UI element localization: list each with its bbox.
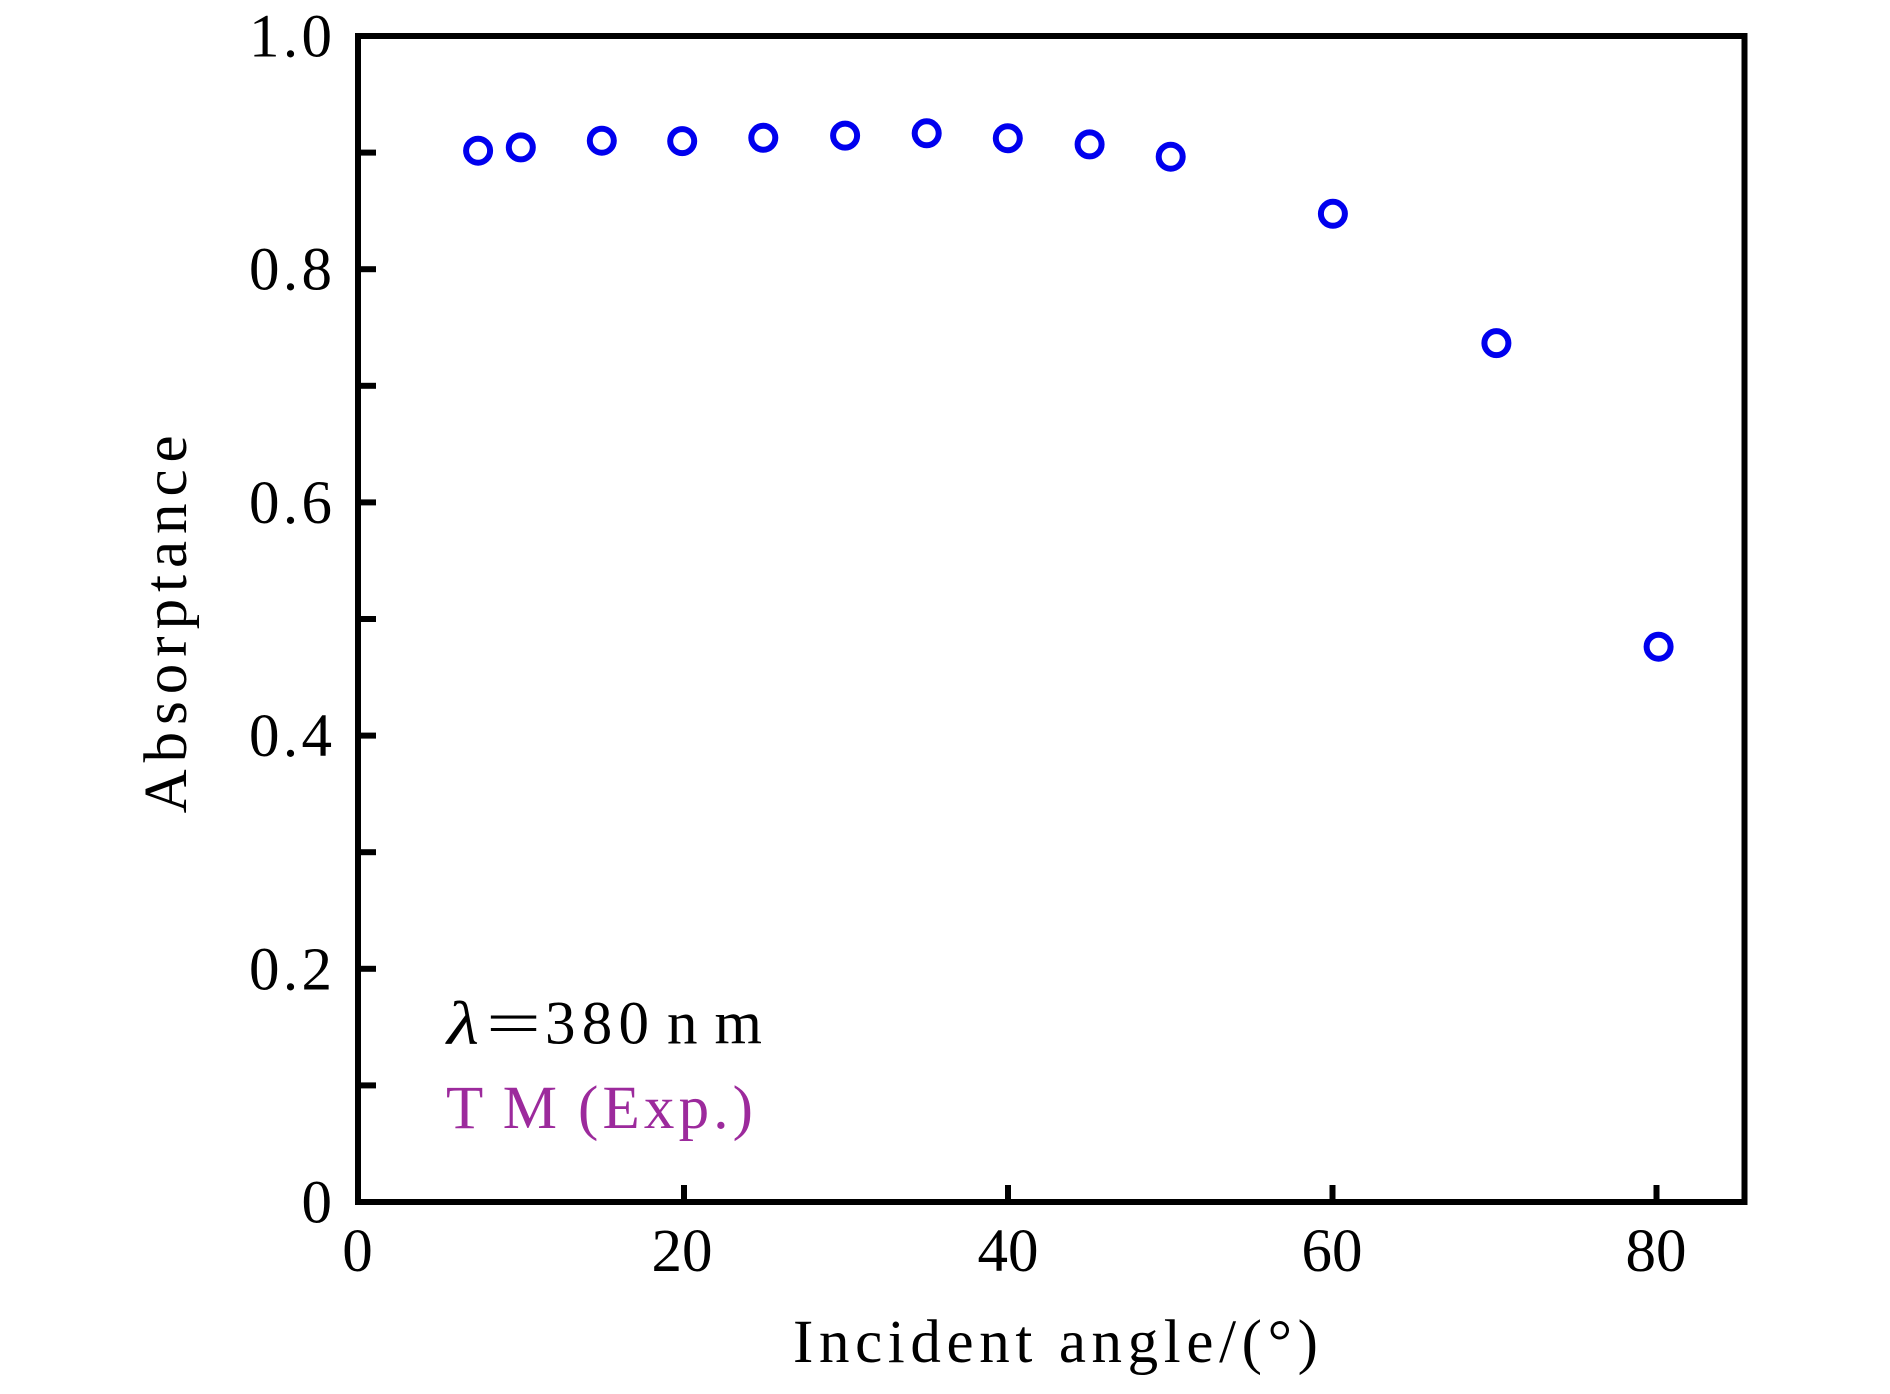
svg-text:0.2: 0.2 xyxy=(249,936,332,1003)
svg-text:1.0: 1.0 xyxy=(249,4,332,71)
svg-text:(Exp.): (Exp.) xyxy=(578,1075,753,1142)
svg-text:nm: nm xyxy=(667,991,762,1058)
svg-text:60: 60 xyxy=(1302,1218,1363,1285)
svg-text:0: 0 xyxy=(302,1170,333,1237)
svg-text:0.6: 0.6 xyxy=(249,470,332,537)
svg-text:Absorptance: Absorptance xyxy=(133,435,200,813)
svg-text:20: 20 xyxy=(652,1218,713,1285)
svg-text:0.8: 0.8 xyxy=(249,237,332,304)
svg-text:0.4: 0.4 xyxy=(249,703,332,770)
svg-text:λ: λ xyxy=(445,991,479,1058)
svg-text:0: 0 xyxy=(342,1218,373,1285)
svg-text:80: 80 xyxy=(1626,1218,1687,1285)
svg-text:=: = xyxy=(486,991,541,1058)
svg-text:40: 40 xyxy=(978,1218,1039,1285)
svg-text:380: 380 xyxy=(545,991,649,1058)
